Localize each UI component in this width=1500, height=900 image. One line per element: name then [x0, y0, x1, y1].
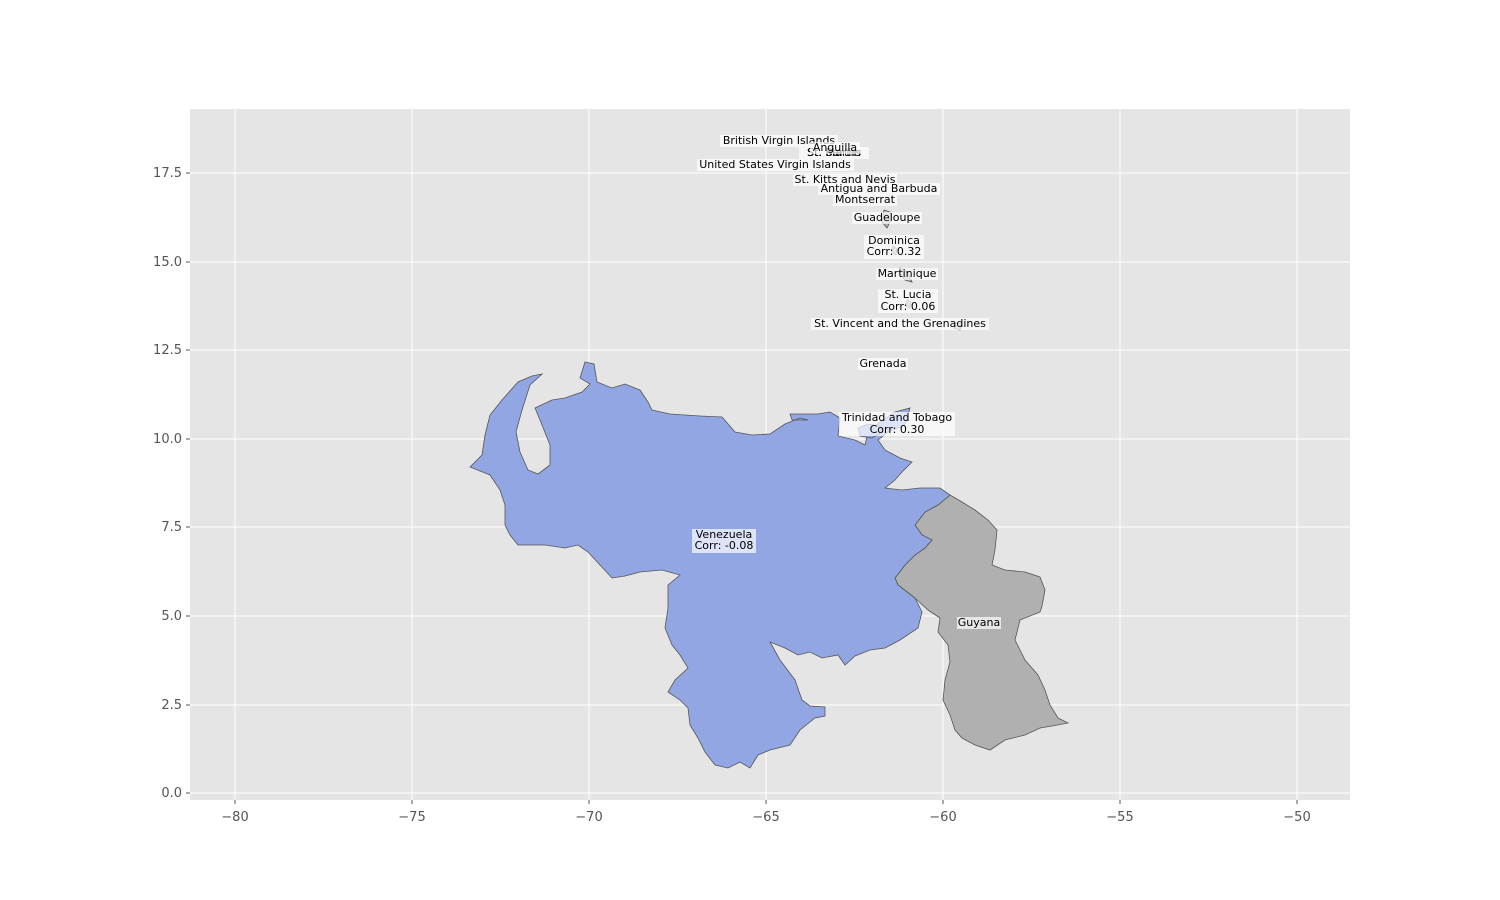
tick-marks [186, 172, 1298, 804]
label-box [811, 318, 989, 330]
label-venezuela-corr: Corr: -0.08 [695, 539, 754, 552]
label-guadeloupe: Guadeloupe [854, 211, 921, 224]
x-tick-label: −55 [1106, 810, 1133, 825]
label-st-kitts: St. Kitts and Nevis [795, 173, 896, 186]
label-dominica: Dominica [868, 234, 920, 247]
y-tick-label: 15.0 [153, 255, 182, 270]
label-antigua: Antigua and Barbuda [821, 182, 938, 195]
label-st-lucia-corr: Corr: 0.06 [881, 300, 936, 313]
x-tick-label: −70 [575, 810, 602, 825]
y-tick-label: 0.0 [161, 786, 182, 801]
label-british-virgin-islands: British Virgin Islands [723, 134, 836, 147]
label-box [864, 235, 924, 259]
label-box [878, 289, 938, 313]
label-montserrat: Montserrat [835, 193, 896, 206]
y-tick-label: 5.0 [161, 609, 182, 624]
y-tick-label: 2.5 [161, 698, 182, 713]
label-box [833, 194, 897, 206]
x-tick-label: −80 [221, 810, 248, 825]
label-box [957, 617, 1001, 629]
country-labels: British Virgin Islands St. Barths St. Ma… [692, 134, 1001, 629]
label-box [697, 159, 854, 171]
label-box [858, 358, 908, 370]
label-us-virgin-islands: United States Virgin Islands [699, 158, 851, 171]
label-box [852, 212, 922, 224]
label-anguilla: Anguilla [813, 141, 857, 154]
label-guyana: Guyana [958, 616, 1000, 629]
x-tick-label: −60 [929, 810, 956, 825]
label-grenada: Grenada [859, 357, 906, 370]
x-tick-label: −50 [1283, 810, 1310, 825]
x-tick-label: −65 [752, 810, 779, 825]
label-box [692, 529, 756, 553]
label-trinidad: Trinidad and Tobago [841, 411, 952, 424]
label-st-lucia: St. Lucia [884, 288, 931, 301]
label-box [876, 268, 938, 280]
x-tick-labels: −80 −75 −70 −65 −60 −55 −50 [221, 810, 1310, 825]
label-trinidad-corr: Corr: 0.30 [870, 423, 925, 436]
y-tick-label: 17.5 [153, 166, 182, 181]
label-venezuela: Venezuela [696, 528, 753, 541]
label-box [720, 135, 838, 147]
y-tick-labels: 0.0 2.5 5.0 7.5 10.0 12.5 15.0 17.5 [153, 166, 182, 801]
venezuela-shape [469, 361, 951, 769]
label-box [839, 412, 955, 436]
y-tick-label: 12.5 [153, 343, 182, 358]
label-st-vincent: St. Vincent and the Grenadines [814, 317, 986, 330]
label-box [810, 142, 860, 154]
label-box [818, 183, 940, 195]
label-martinique: Martinique [878, 267, 937, 280]
y-tick-label: 10.0 [153, 432, 182, 447]
label-dominica-corr: Corr: 0.32 [867, 245, 922, 258]
y-tick-label: 7.5 [161, 520, 182, 535]
x-tick-label: −75 [398, 810, 425, 825]
